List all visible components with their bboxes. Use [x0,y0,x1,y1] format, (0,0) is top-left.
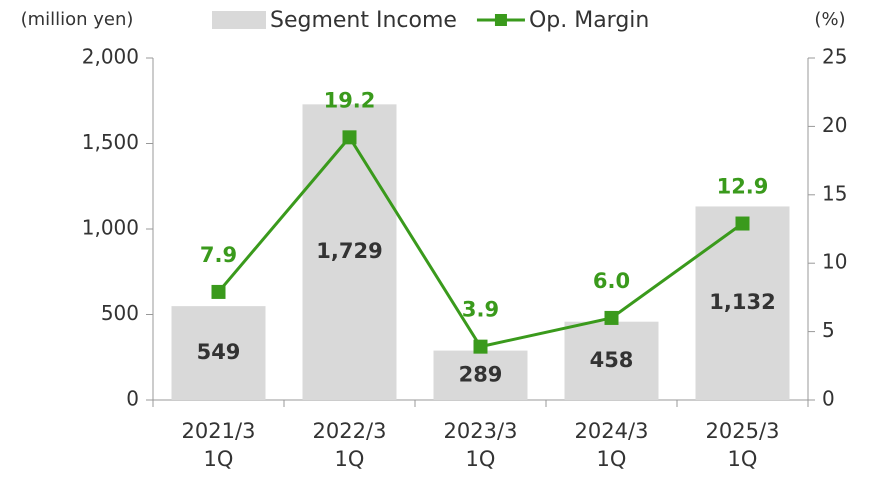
line-marker [604,310,619,325]
y2-tick-label: 10 [822,250,847,274]
x-tick-label: 2022/3 1Q [312,419,387,471]
line-value-label: 19.2 [324,88,376,112]
y-tick-label: 1,000 [82,216,139,240]
y-tick-label: 1,500 [82,130,139,154]
bar-value-label: 549 [197,340,241,364]
bar [564,321,659,400]
bar [433,350,528,400]
y2-tick-label: 20 [822,113,847,137]
legend-swatch-marker [494,14,507,26]
line-value-label: 7.9 [200,243,237,267]
bar-value-label: 458 [590,348,634,372]
legend-swatch [212,11,266,29]
line-value-label: 3.9 [462,298,499,322]
y2-tick-label: 15 [822,181,847,205]
line-value-label: 6.0 [593,269,630,293]
bar-value-label: 1,132 [709,290,775,314]
x-tick-label: 2025/3 1Q [705,419,780,471]
y2-tick-label: 0 [822,387,835,411]
bar-value-label: 289 [459,362,503,386]
line-marker [342,130,357,145]
line-value-label: 12.9 [717,175,769,199]
bar [695,206,790,400]
line-marker [211,284,226,299]
bar [171,306,266,400]
legend-label: Segment Income [270,8,457,33]
x-tick-label: 2021/3 1Q [181,419,256,471]
y-axis-label: (million yen) [21,9,134,30]
y-tick-label: 500 [101,301,139,325]
line-marker [473,339,488,354]
y2-tick-label: 5 [822,318,835,342]
line-marker [735,216,750,231]
x-tick-label: 2024/3 1Q [574,419,649,471]
x-tick-label: 2023/3 1Q [443,419,518,471]
bar-value-label: 1,729 [316,239,382,263]
y2-tick-label: 25 [822,45,847,69]
y2-axis-label: (%) [814,9,845,30]
bar [302,104,397,400]
y-tick-label: 2,000 [82,45,139,69]
legend-label: Op. Margin [529,8,649,33]
y-tick-label: 0 [126,387,139,411]
